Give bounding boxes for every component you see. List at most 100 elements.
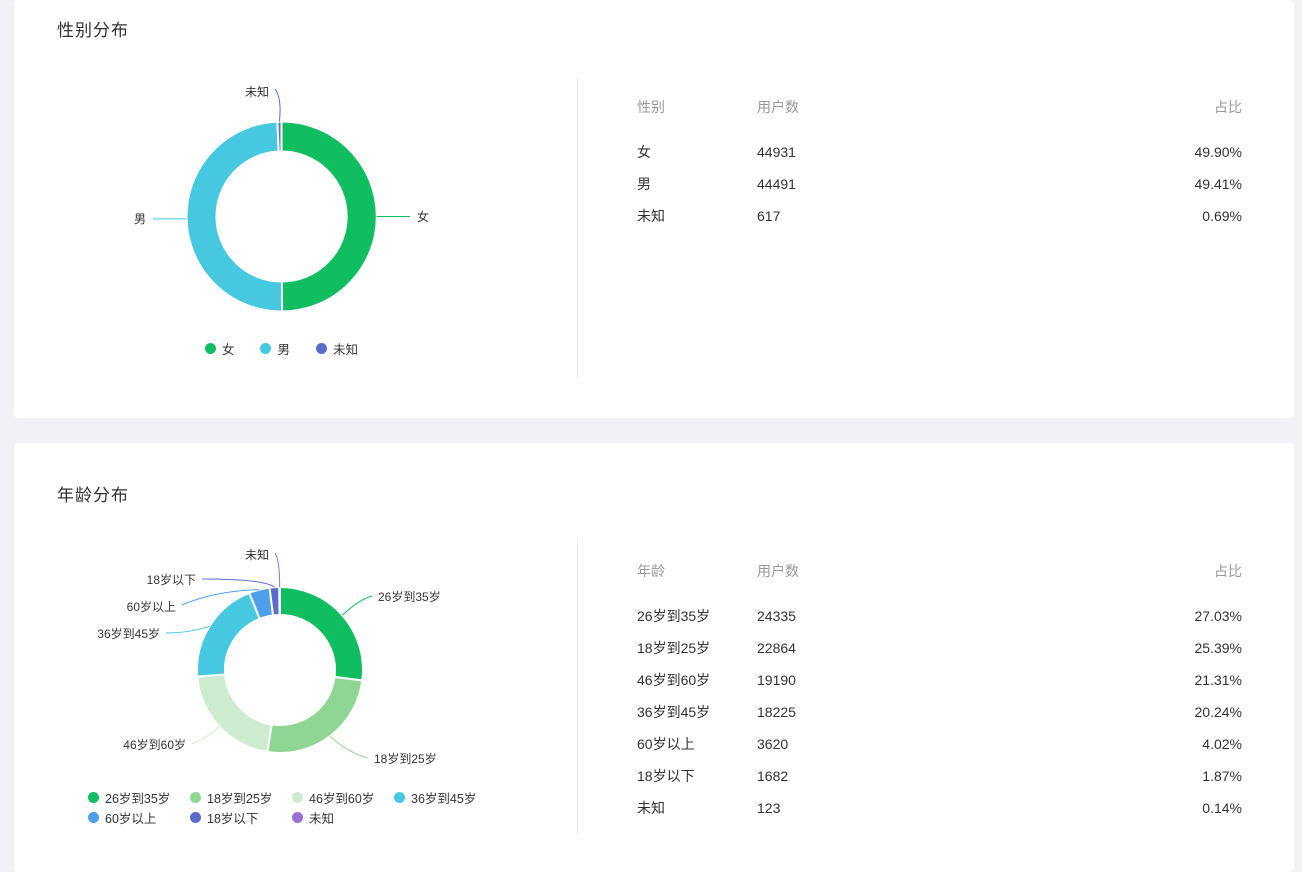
column-header-users: 用户数	[757, 563, 799, 579]
row-percentage: 20.24%	[1194, 704, 1242, 720]
legend-label: 女	[221, 342, 235, 357]
row-label: 女	[637, 144, 651, 160]
legend-dot-icon	[292, 791, 303, 803]
age-chart-legend: 26岁到35岁 18岁到25岁 46岁到60岁 36岁到45岁 60岁以上 18岁以下 未知	[88, 787, 496, 827]
donut-slice-36岁到45岁[interactable]	[196, 591, 261, 678]
legend-label: 未知	[333, 342, 359, 357]
donut-slice-18岁到25岁[interactable]	[266, 675, 364, 754]
legend-dot-icon	[394, 791, 405, 803]
row-label: 26岁到35岁	[637, 608, 711, 624]
row-user-count: 22864	[757, 640, 796, 656]
callout-line-18岁以下	[201, 578, 275, 588]
age-panel-title: 年龄分布	[57, 486, 129, 505]
row-percentage: 49.90%	[1194, 144, 1242, 160]
column-header-ratio: 占比	[1214, 99, 1242, 115]
callout-line-46岁到60岁	[191, 726, 220, 745]
legend-item-男[interactable]: 男	[260, 338, 290, 358]
donut-slice-46岁到60岁[interactable]	[196, 673, 273, 754]
legend-item-60岁以上[interactable]: 60岁以上	[88, 807, 190, 827]
row-percentage: 0.69%	[1202, 208, 1242, 224]
legend-item-26岁到35岁[interactable]: 26岁到35岁	[88, 787, 190, 807]
callout-line-未知	[274, 88, 281, 122]
legend-label: 未知	[309, 811, 335, 826]
age-table-rows: 26岁到35岁 24335 27.03% 18岁到25岁 22864 25.39% 46岁到…	[637, 600, 1242, 824]
slice-label-46岁到60岁: 46岁到60岁	[123, 737, 186, 752]
row-label: 46岁到60岁	[637, 672, 711, 688]
column-header-users: 用户数	[757, 99, 799, 115]
slice-label-未知: 未知	[245, 548, 269, 562]
row-user-count: 19190	[757, 672, 796, 688]
callout-line-36岁到45岁	[165, 625, 210, 634]
legend-item-18岁以下[interactable]: 18岁以下	[190, 807, 292, 827]
row-percentage: 27.03%	[1194, 608, 1242, 624]
legend-item-未知[interactable]: 未知	[292, 807, 394, 827]
legend-label: 26岁到35岁	[105, 791, 171, 806]
gender-table-rows: 女 44931 49.90% 男 44491 49.41% 未知 617 0.69%	[637, 136, 1242, 232]
row-label: 男	[637, 176, 651, 192]
row-percentage: 21.31%	[1194, 672, 1242, 688]
gender-table: 性别 用户数 占比 女 44931 49.90% 男 44491 49.41% 未知 617 0…	[637, 0, 1242, 418]
donut-slice-26岁到35岁[interactable]	[279, 586, 364, 682]
row-percentage: 0.14%	[1202, 800, 1242, 816]
donut-slice-未知[interactable]	[276, 120, 283, 153]
legend-item-未知[interactable]: 未知	[316, 338, 358, 358]
table-row: 36岁到45岁 18225 20.24%	[637, 696, 1242, 728]
gender-table-header: 性别 用户数 占比	[637, 97, 1242, 117]
legend-label: 男	[277, 342, 290, 357]
row-user-count: 24335	[757, 608, 796, 624]
slice-label-18岁到25岁: 18岁到25岁	[374, 751, 437, 766]
legend-dot-icon	[190, 791, 201, 803]
legend-label: 36岁到45岁	[411, 791, 477, 806]
gender-panel-title: 性别分布	[57, 21, 129, 40]
slice-label-60岁以上: 60岁以上	[127, 599, 176, 614]
slice-label-18岁以下: 18岁以下	[147, 572, 196, 587]
legend-item-36岁到45岁[interactable]: 36岁到45岁	[394, 787, 496, 807]
legend-label: 18岁以下	[207, 811, 259, 826]
row-label: 18岁以下	[637, 768, 695, 784]
donut-slice-男[interactable]	[185, 120, 284, 313]
table-row: 未知 617 0.69%	[637, 200, 1242, 232]
row-percentage: 49.41%	[1194, 176, 1242, 192]
table-row: 未知 123 0.14%	[637, 792, 1242, 824]
table-row: 60岁以上 3620 4.02%	[637, 728, 1242, 760]
gender-panel: 性别分布 女男未知 女男未知 性别 用户数 占比 女 44931 49.90% 男 44…	[14, 0, 1294, 418]
slice-label-26岁到35岁: 26岁到35岁	[378, 589, 441, 604]
row-user-count: 44931	[757, 144, 796, 160]
callout-line-60岁以上	[181, 589, 260, 606]
table-row: 男 44491 49.41%	[637, 168, 1242, 200]
legend-item-46岁到60岁[interactable]: 46岁到60岁	[292, 787, 394, 807]
slice-label-女: 女	[417, 209, 429, 224]
vertical-divider	[577, 540, 578, 834]
column-header-ratio: 占比	[1214, 563, 1242, 579]
callout-line-18岁到25岁	[329, 735, 369, 759]
age-table: 年龄 用户数 占比 26岁到35岁 24335 27.03% 18岁到25岁 22864…	[637, 443, 1242, 872]
callout-line-26岁到35岁	[341, 595, 373, 616]
gender-chart-legend: 女 男 未知	[14, 338, 549, 358]
legend-label: 46岁到60岁	[309, 791, 375, 806]
row-label: 未知	[637, 208, 665, 224]
table-row: 18岁到25岁 22864 25.39%	[637, 632, 1242, 664]
vertical-divider	[577, 78, 578, 378]
legend-label: 60岁以上	[105, 811, 157, 826]
age-panel: 年龄分布 26岁到35岁 18岁到25岁 46岁到60岁 36岁到45岁 60岁以上 18…	[14, 443, 1294, 872]
slice-label-36岁到45岁: 36岁到45岁	[97, 626, 160, 641]
age-donut-chart: 26岁到35岁 18岁到25岁 46岁到60岁 36岁到45岁 60岁以上 18岁以下 未知	[97, 548, 441, 766]
legend-item-18岁到25岁[interactable]: 18岁到25岁	[190, 787, 292, 807]
legend-dot-icon	[316, 342, 327, 354]
legend-label: 18岁到25岁	[207, 791, 273, 806]
row-user-count: 1682	[757, 768, 789, 784]
slice-label-男: 男	[134, 212, 146, 226]
row-user-count: 18225	[757, 704, 796, 720]
column-header-age: 年龄	[637, 563, 665, 579]
donut-slice-女[interactable]	[280, 120, 378, 313]
donut-slice-未知[interactable]	[278, 585, 281, 616]
row-user-count: 44491	[757, 176, 796, 192]
age-table-header: 年龄 用户数 占比	[637, 561, 1242, 581]
row-label: 36岁到45岁	[637, 704, 711, 720]
legend-item-女[interactable]: 女	[204, 338, 235, 358]
column-header-gender: 性别	[637, 99, 665, 115]
table-row: 18岁以下 1682 1.87%	[637, 760, 1242, 792]
slice-label-未知: 未知	[245, 85, 269, 99]
row-user-count: 3620	[757, 736, 789, 752]
row-percentage: 1.87%	[1202, 768, 1242, 784]
